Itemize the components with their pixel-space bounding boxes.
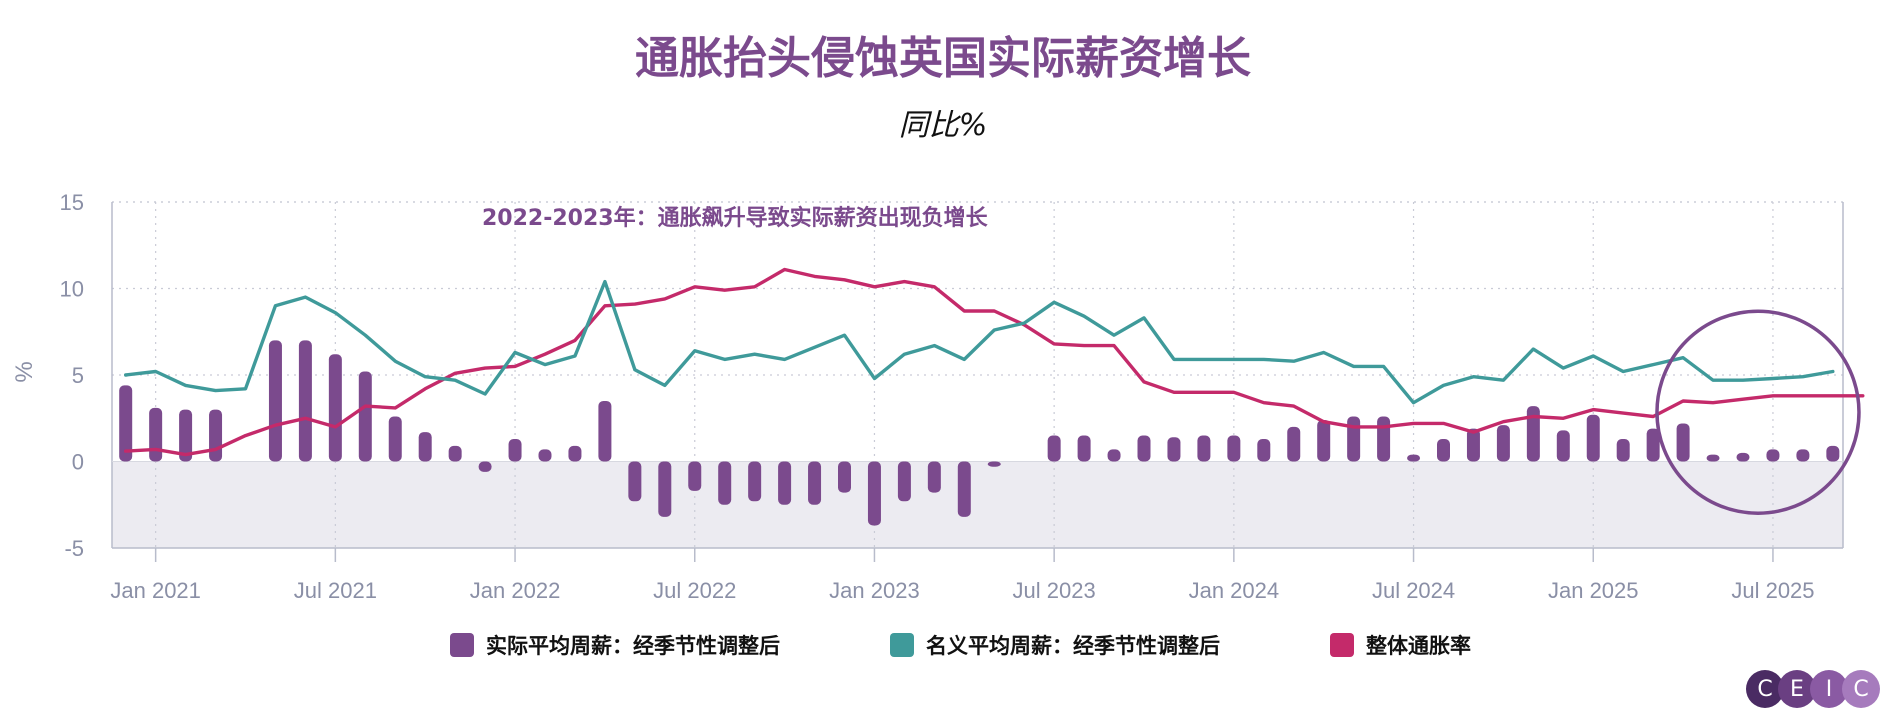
bar-real-wage xyxy=(1257,439,1271,462)
bar-real-wage xyxy=(867,461,881,526)
bar-real-wage xyxy=(1826,445,1840,462)
bar-real-wage xyxy=(748,461,762,502)
legend-item-inflation[interactable]: 整体通胀率 xyxy=(1330,630,1471,660)
legend-item-real-wages[interactable]: 实际平均周薪：经季节性调整后 xyxy=(450,630,780,660)
bar-real-wage xyxy=(1437,439,1450,462)
logo-letter: C xyxy=(1746,670,1784,708)
x-tick-label: Jul 2021 xyxy=(294,578,377,603)
line-nominal-wage xyxy=(123,279,1835,405)
bar-real-wage xyxy=(628,461,642,502)
x-tick-label: Jul 2022 xyxy=(653,578,736,603)
bar-real-wage xyxy=(1556,430,1570,462)
chart-annotation: 2022-2023年：通胀飙升导致实际薪资出现负增长 xyxy=(482,205,989,231)
y-tick-label: 0 xyxy=(72,450,84,475)
x-tick-label: Jul 2023 xyxy=(1013,578,1096,603)
logo-letter: E xyxy=(1778,670,1816,708)
bar-real-wage xyxy=(1047,435,1061,462)
bar-real-wage xyxy=(688,461,702,491)
bar-real-wage xyxy=(838,461,851,493)
chart-title: 通胀抬头侵蚀英国实际薪资增长 xyxy=(635,33,1251,84)
chart-subtitle: 同比% xyxy=(898,108,988,143)
x-tick-label: Jan 2024 xyxy=(1189,578,1280,603)
bar-real-wage xyxy=(388,416,402,462)
legend-label-nominal: 名义平均周薪：经季节性调整后 xyxy=(926,634,1220,658)
bar-real-wage xyxy=(209,409,223,462)
bar-real-wage xyxy=(1287,426,1301,462)
bar-real-wage xyxy=(478,461,492,472)
bar-real-wage xyxy=(328,354,342,462)
bar-real-wage xyxy=(1077,435,1091,462)
bar-real-wage xyxy=(119,385,133,462)
chart-canvas: -5 0 5 10 15 Jan 2021 Jul 2021 Jan 2022 Jul 2022… xyxy=(11,190,1865,603)
legend: 实际平均周薪：经季节性调整后 名义平均周薪：经季节性调整后 整体通胀率 xyxy=(0,630,1886,660)
bar-real-wage xyxy=(1496,425,1510,462)
bar-real-wage xyxy=(598,400,612,462)
bar-real-wage xyxy=(987,461,1001,467)
negative-band xyxy=(112,461,1843,548)
bar-real-wage xyxy=(1347,416,1361,462)
bar-real-wage xyxy=(957,461,971,517)
legend-label-real: 实际平均周薪：经季节性调整后 xyxy=(486,634,780,658)
x-tick-label: Jan 2021 xyxy=(110,578,201,603)
bar-real-wage xyxy=(897,461,911,502)
bar-real-wage xyxy=(1377,416,1391,462)
bar-real-wage xyxy=(418,432,432,462)
bar-real-wage xyxy=(1676,423,1690,462)
bar-real-wage xyxy=(448,445,462,462)
bar-real-wage xyxy=(1796,449,1810,462)
bar-real-wage xyxy=(1616,439,1630,462)
bar-real-wage xyxy=(1706,454,1720,462)
legend-swatch-inflation xyxy=(1330,633,1354,657)
bar-real-wage xyxy=(1137,435,1151,462)
bar-real-wage xyxy=(1586,414,1600,462)
bar-real-wage xyxy=(1317,419,1331,462)
bar-real-wage xyxy=(658,461,672,517)
ceic-logo: C E I C xyxy=(1746,670,1880,708)
bar-real-wage xyxy=(1736,452,1750,462)
legend-item-nominal-wages[interactable]: 名义平均周薪：经季节性调整后 xyxy=(890,630,1220,660)
highlight-circle xyxy=(1655,309,1861,515)
bar-real-wage xyxy=(358,371,372,462)
x-tick-label: Jan 2023 xyxy=(829,578,920,603)
line-inflation xyxy=(123,267,1865,457)
bar-real-wage xyxy=(538,449,552,462)
bar-real-wage xyxy=(508,439,522,462)
logo-letter: C xyxy=(1842,670,1880,708)
bar-real-wage xyxy=(778,461,792,505)
bar-real-wage xyxy=(298,340,312,462)
x-tick-label: Jan 2025 xyxy=(1548,578,1639,603)
x-tick-label: Jul 2025 xyxy=(1731,578,1814,603)
y-tick-label: 10 xyxy=(60,277,84,302)
bar-real-wage xyxy=(149,407,163,462)
bar-real-wage xyxy=(1407,454,1421,462)
y-tick-label: 15 xyxy=(60,190,84,215)
bar-real-wage xyxy=(1646,428,1660,462)
y-tick-label: -5 xyxy=(64,536,84,561)
bar-real-wage xyxy=(179,409,193,462)
x-tick-label: Jul 2024 xyxy=(1372,578,1455,603)
bar-real-wage xyxy=(927,461,941,493)
bar-real-wage xyxy=(268,340,282,462)
bar-real-wage xyxy=(808,461,822,505)
y-axis-label: % xyxy=(11,361,38,382)
legend-label-inflation: 整体通胀率 xyxy=(1366,634,1471,658)
y-tick-label: 5 xyxy=(72,363,84,388)
bar-real-wage xyxy=(718,461,732,505)
bar-real-wage xyxy=(1526,406,1540,462)
logo-letter: I xyxy=(1810,670,1848,708)
bar-real-wage xyxy=(1766,449,1780,462)
legend-swatch-nominal xyxy=(890,633,914,657)
legend-swatch-real xyxy=(450,633,474,657)
x-tick-label: Jan 2022 xyxy=(470,578,561,603)
bar-real-wage xyxy=(1107,449,1121,462)
bar-real-wage xyxy=(568,445,582,462)
bar-real-wage xyxy=(1197,435,1211,462)
bar-real-wage xyxy=(1466,428,1480,462)
bar-real-wage xyxy=(1167,437,1181,462)
bar-real-wage xyxy=(1227,435,1241,462)
